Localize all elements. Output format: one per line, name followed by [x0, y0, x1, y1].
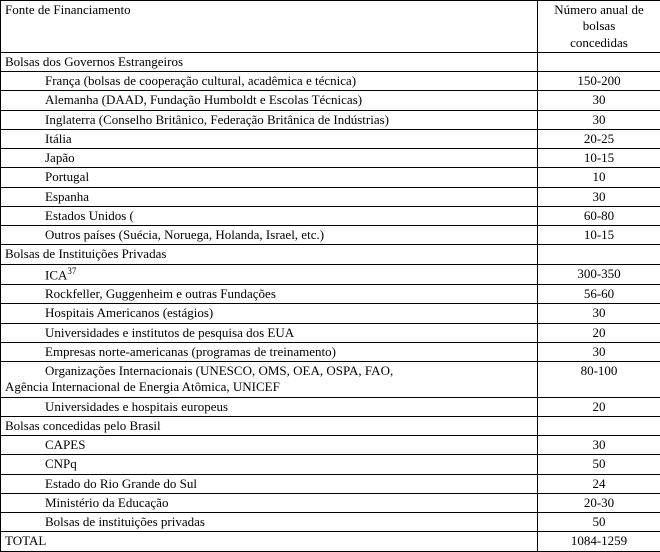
- table-row: Rockfeller, Guggenheim e outras Fundaçõe…: [1, 285, 660, 304]
- table-cell-label: Bolsas dos Governos Estrangeiros: [1, 52, 538, 71]
- table-cell-value: 30: [538, 436, 660, 455]
- table-cell-value: 30: [538, 304, 660, 323]
- table-cell-label: Bolsas concedidas pelo Brasil: [1, 416, 538, 435]
- table-cell-value: 80-100: [538, 362, 660, 398]
- table-row: CNPq50: [1, 455, 660, 474]
- table-cell-value: 50: [538, 513, 660, 532]
- table-row: CAPES30: [1, 436, 660, 455]
- table-cell-value: 300-350: [538, 264, 660, 285]
- table-row: Japão10-15: [1, 149, 660, 168]
- table-row: TOTAL1084-1259: [1, 532, 660, 551]
- table-cell-value: 60-80: [538, 206, 660, 225]
- table-cell-value: [538, 416, 660, 435]
- table-cell-value: 30: [538, 91, 660, 110]
- table-row: Universidades e institutos de pesquisa d…: [1, 323, 660, 342]
- table-cell-label-indented: Portugal: [1, 168, 538, 187]
- table-header-row: Fonte de FinanciamentoNúmero anual de bo…: [1, 1, 660, 53]
- table-row: ICA37300-350: [1, 264, 660, 285]
- table-cell-label-indented: França (bolsas de cooperação cultural, a…: [1, 72, 538, 91]
- table-cell-value: 30: [538, 342, 660, 361]
- table-cell-value: 150-200: [538, 72, 660, 91]
- table-cell-label-indented: Japão: [1, 149, 538, 168]
- table-cell-label-indented: ICA37: [1, 264, 538, 285]
- table-row: Bolsas dos Governos Estrangeiros: [1, 52, 660, 71]
- table-container: Fonte de FinanciamentoNúmero anual de bo…: [0, 0, 660, 552]
- table-cell-value: 10-15: [538, 149, 660, 168]
- table-row: Hospitais Americanos (estágios)30: [1, 304, 660, 323]
- funding-table: Fonte de FinanciamentoNúmero anual de bo…: [0, 0, 660, 552]
- table-cell-label-indented: Estado do Rio Grande do Sul: [1, 474, 538, 493]
- table-row: Portugal10: [1, 168, 660, 187]
- table-cell-label-indented: Estados Unidos (: [1, 206, 538, 225]
- table-cell-label-indented: CNPq: [1, 455, 538, 474]
- table-row: Organizações Internacionais (UNESCO, OMS…: [1, 362, 660, 398]
- table-row: Bolsas de instituições privadas50: [1, 513, 660, 532]
- header-right: Número anual de bolsasconcedidas: [538, 1, 660, 53]
- table-cell-label: TOTAL: [1, 532, 538, 551]
- table-cell-label-indented: Rockfeller, Guggenheim e outras Fundaçõe…: [1, 285, 538, 304]
- table-cell-value: 10-15: [538, 226, 660, 245]
- table-cell-value: 1084-1259: [538, 532, 660, 551]
- table-row: Itália20-25: [1, 129, 660, 148]
- table-cell-label-indented: Espanha: [1, 187, 538, 206]
- table-cell-label-indented: Inglaterra (Conselho Britânico, Federaçã…: [1, 110, 538, 129]
- table-cell-value: 50: [538, 455, 660, 474]
- table-cell-label-indented: Bolsas de instituições privadas: [1, 513, 538, 532]
- table-row: Bolsas concedidas pelo Brasil: [1, 416, 660, 435]
- table-cell-label: Bolsas de Instituições Privadas: [1, 245, 538, 264]
- table-cell-value: 20-25: [538, 129, 660, 148]
- table-cell-value: 20: [538, 397, 660, 416]
- table-cell-value: [538, 245, 660, 264]
- header-left: Fonte de Financiamento: [1, 1, 538, 53]
- table-row: Estados Unidos (60-80: [1, 206, 660, 225]
- table-cell-label-indented: Organizações Internacionais (UNESCO, OMS…: [1, 362, 538, 398]
- table-cell-label-indented: Ministério da Educação: [1, 493, 538, 512]
- table-row: Espanha30: [1, 187, 660, 206]
- table-cell-value: 20-30: [538, 493, 660, 512]
- table-cell-value: 24: [538, 474, 660, 493]
- table-row: Bolsas de Instituições Privadas: [1, 245, 660, 264]
- table-cell-label-indented: Itália: [1, 129, 538, 148]
- table-row: Alemanha (DAAD, Fundação Humboldt e Esco…: [1, 91, 660, 110]
- table-cell-label-indented: Empresas norte-americanas (programas de …: [1, 342, 538, 361]
- table-row: Universidades e hospitais europeus20: [1, 397, 660, 416]
- table-cell-value: 56-60: [538, 285, 660, 304]
- table-cell-value: 30: [538, 110, 660, 129]
- table-cell-label-indented: Universidades e hospitais europeus: [1, 397, 538, 416]
- table-cell-value: 20: [538, 323, 660, 342]
- table-row: Empresas norte-americanas (programas de …: [1, 342, 660, 361]
- table-row: Estado do Rio Grande do Sul24: [1, 474, 660, 493]
- table-cell-value: [538, 52, 660, 71]
- table-cell-value: 30: [538, 187, 660, 206]
- table-cell-label-indented: Alemanha (DAAD, Fundação Humboldt e Esco…: [1, 91, 538, 110]
- table-cell-value: 10: [538, 168, 660, 187]
- table-row: França (bolsas de cooperação cultural, a…: [1, 72, 660, 91]
- table-cell-label-indented: Outros países (Suécia, Noruega, Holanda,…: [1, 226, 538, 245]
- table-cell-label-indented: CAPES: [1, 436, 538, 455]
- table-row: Ministério da Educação20-30: [1, 493, 660, 512]
- table-row: Inglaterra (Conselho Britânico, Federaçã…: [1, 110, 660, 129]
- table-row: Outros países (Suécia, Noruega, Holanda,…: [1, 226, 660, 245]
- table-cell-label-indented: Universidades e institutos de pesquisa d…: [1, 323, 538, 342]
- table-cell-label-indented: Hospitais Americanos (estágios): [1, 304, 538, 323]
